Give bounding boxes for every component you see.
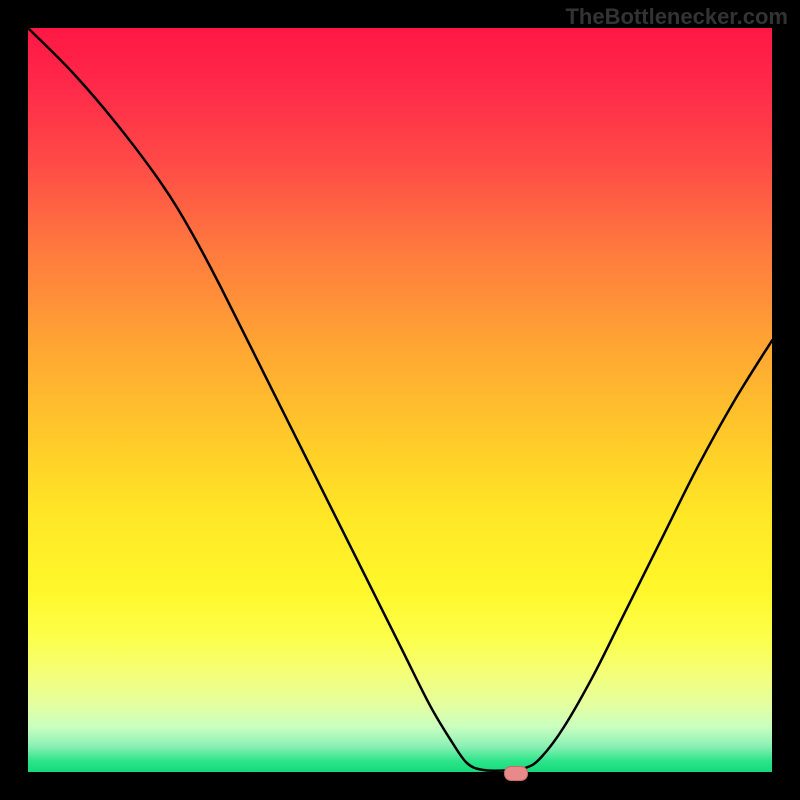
optimum-marker — [504, 766, 528, 781]
curve-svg — [28, 28, 772, 772]
bottleneck-curve — [28, 28, 772, 771]
plot-area — [28, 28, 772, 772]
chart-container: TheBottlenecker.com — [0, 0, 800, 800]
watermark-text: TheBottlenecker.com — [565, 4, 788, 30]
